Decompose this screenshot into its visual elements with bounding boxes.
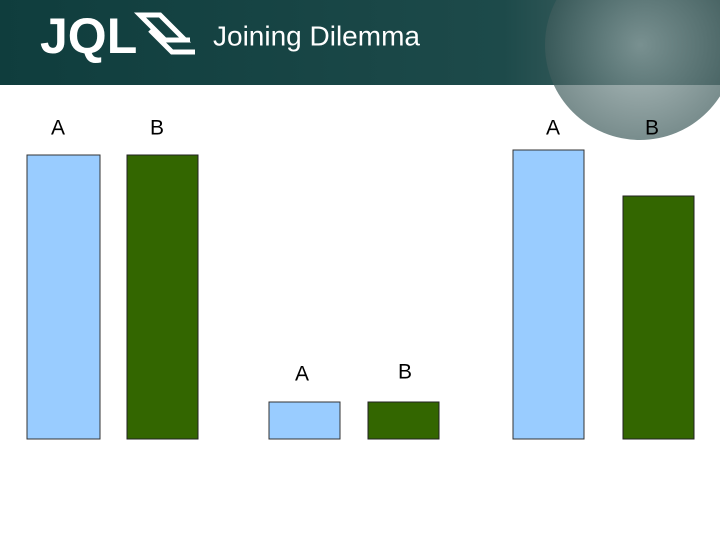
bar-label: B xyxy=(398,361,412,384)
bar-a xyxy=(268,401,341,440)
bar-b xyxy=(126,154,199,440)
bar-label: A xyxy=(546,117,560,140)
bar-label: A xyxy=(51,117,65,140)
logo-mark xyxy=(133,12,195,55)
bar-b xyxy=(367,401,440,440)
seal xyxy=(545,0,720,140)
bar-a xyxy=(512,149,585,440)
slide-title: Joining Dilemma xyxy=(213,20,420,51)
bar-label: A xyxy=(295,363,309,386)
bar-label: B xyxy=(150,117,164,140)
logo: JQL xyxy=(40,8,137,64)
bar-label: B xyxy=(645,117,659,140)
bar-a xyxy=(26,154,101,440)
bar-b xyxy=(622,195,695,440)
